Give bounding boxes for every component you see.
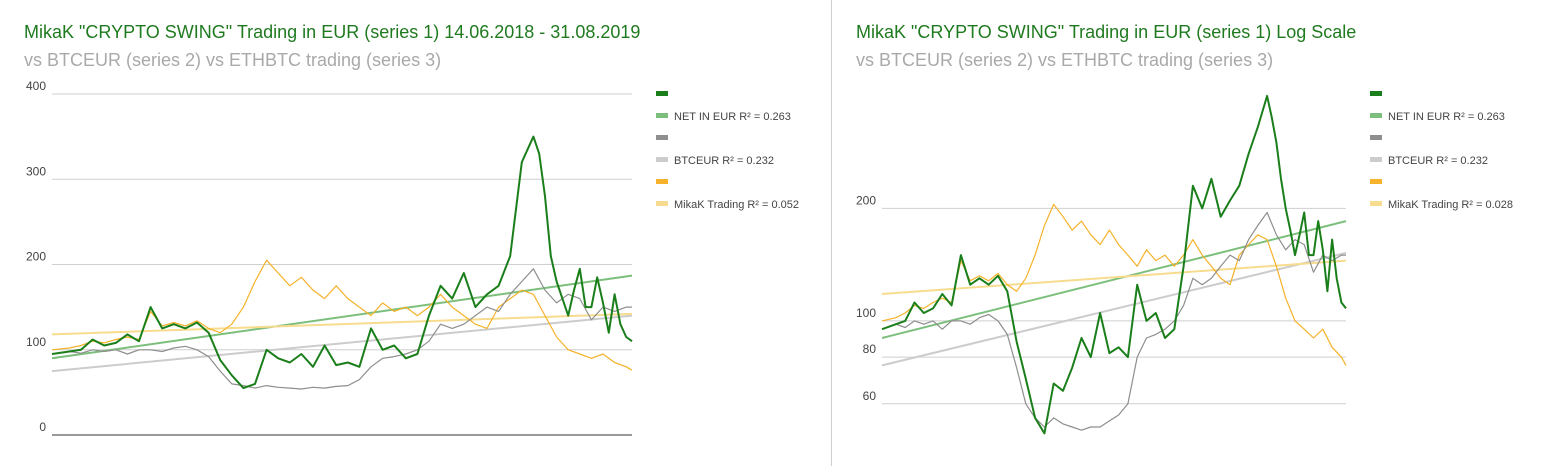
series-line [51, 259, 633, 371]
trendline [881, 220, 1347, 339]
legend-swatch [1370, 157, 1382, 162]
trendline [51, 312, 633, 336]
legend-label: NET IN EUR R² = 0.263 [674, 111, 791, 123]
y-tick-label: 300 [26, 164, 46, 178]
series-line [881, 94, 1347, 435]
legend-swatch [656, 201, 668, 206]
series-line [881, 203, 1347, 366]
legend-swatch [656, 157, 668, 162]
y-tick-label: 100 [856, 306, 876, 320]
trendline [881, 251, 1347, 367]
legend-swatch [1370, 201, 1382, 206]
trendline [51, 274, 633, 360]
legend-label: BTCEUR R² = 0.232 [1388, 155, 1488, 167]
chart-plot-log: 200 100 80 60 NET IN EUR R² = 0.263 BTCEUR R²… [856, 91, 1513, 435]
series-line [51, 135, 633, 390]
legend-swatch [1370, 179, 1382, 184]
legend-swatch [656, 113, 668, 118]
legend-label: MikaK Trading R² = 0.052 [674, 199, 799, 211]
chart-panel-log: MikaK "CRYPTO SWING" Trading in EUR (ser… [832, 0, 1548, 466]
y-tick-label: 0 [39, 420, 46, 434]
legend-label: MikaK Trading R² = 0.028 [1388, 199, 1513, 211]
y-tick-label: 200 [26, 250, 46, 264]
y-tick-label: 200 [856, 193, 876, 207]
legend-label: NET IN EUR R² = 0.263 [1388, 111, 1505, 123]
legend-swatch [1370, 91, 1382, 96]
trendline [881, 259, 1347, 295]
chart-subtitle: vs BTCEUR (series 2) vs ETHBTC trading (… [24, 50, 442, 70]
legend-swatch [1370, 135, 1382, 140]
chart-subtitle: vs BTCEUR (series 2) vs ETHBTC trading (… [856, 50, 1274, 70]
legend-swatch [656, 179, 668, 184]
y-tick-label: 400 [26, 79, 46, 93]
chart-title: MikaK "CRYPTO SWING" Trading in EUR (ser… [856, 22, 1357, 42]
chart-plot-linear: 400 300 200 100 0 NET IN EUR R² = 0.263 BTCEUR… [26, 79, 799, 436]
legend-swatch [656, 135, 668, 140]
chart-panel-linear: MikaK "CRYPTO SWING" Trading in EUR (ser… [24, 0, 832, 466]
legend-swatch [656, 91, 668, 96]
legend-label: BTCEUR R² = 0.232 [674, 155, 774, 167]
y-tick-label: 60 [863, 389, 877, 403]
y-tick-label: 80 [863, 342, 877, 356]
chart-title: MikaK "CRYPTO SWING" Trading in EUR (ser… [24, 22, 641, 42]
series-line [881, 211, 1346, 431]
series-line [51, 268, 632, 390]
trendline [51, 314, 633, 373]
legend-swatch [1370, 113, 1382, 118]
y-tick-label: 100 [26, 335, 46, 349]
